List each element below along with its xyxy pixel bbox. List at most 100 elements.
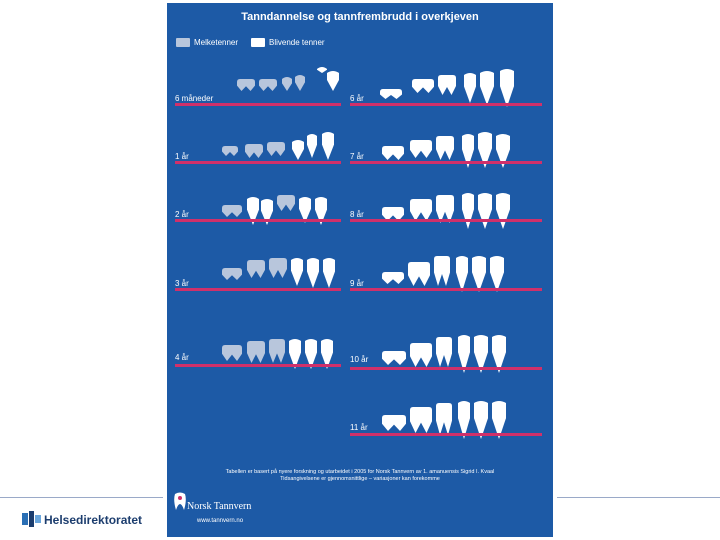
age-label-6-years: 6 år [350,94,364,103]
tooth-shape [382,272,404,284]
age-label-9-years: 9 år [350,279,364,288]
tooth-shape [315,197,327,225]
divider-line-right [557,497,720,498]
teeth-2-years [222,195,327,225]
age-line-4-years [175,364,341,367]
age-line-2-years [175,219,341,222]
age-line-7-years [350,161,542,164]
tooth-shape [321,339,333,369]
teeth-3-years [222,258,335,288]
divider-line-left [0,497,163,498]
age-line-9-years [350,288,542,291]
age-label-4-years: 4 år [175,353,189,362]
tooth-shape [247,260,265,278]
age-line-10-years [350,367,542,370]
tooth-shape [478,132,492,168]
tooth-shape [410,407,432,433]
tooth-shape [478,193,492,229]
tooth-shape [261,199,273,225]
tooth-shape [282,77,292,91]
tooth-shape [269,339,285,363]
tooth-shape [436,136,454,160]
legend-permanent-label: Blivende tenner [269,38,325,47]
age-label-11-years: 11 år [350,423,368,432]
teeth-9-years [382,256,504,292]
age-label-2-years: 2 år [175,210,189,219]
age-label-8-years: 8 år [350,210,364,219]
tooth-shape [434,256,450,286]
tooth-shape [438,75,456,95]
tooth-shape [245,144,263,158]
tooth-logo-icon [174,492,186,510]
tooth-shape [269,258,287,278]
age-label-3-years: 3 år [175,279,189,288]
footer-line-2: Tidsangivelsene er gjennomsnittlige – va… [280,476,440,482]
legend-primary: Melketenner [176,38,238,47]
tooth-shape [222,205,242,217]
poster-footer: Tabellen er basert på nyere forskning og… [175,469,545,483]
tooth-shape [305,339,317,369]
tooth-shape [410,199,432,221]
tooth-shape [291,258,303,286]
tooth-shape [500,69,514,107]
tooth-shape [474,401,488,439]
tooth-shape [410,343,432,367]
tooth-shape [222,146,238,156]
teeth-4-years [222,339,333,369]
tooth-shape [327,71,339,91]
tooth-shape [307,134,317,158]
tooth-shape [382,351,406,365]
brand-website[interactable]: www.tannvern.no [197,518,244,524]
tooth-shape [299,197,311,223]
footer-line-1: Tabellen er basert på nyere forskning og… [225,469,495,475]
tooth-shape [382,415,406,431]
legend-permanent: Blivende tenner [251,38,325,47]
tooth-shape [474,335,488,373]
tooth-shape [380,89,402,99]
tooth-shape [458,335,470,373]
age-label-10-years: 10 år [350,355,369,364]
teeth-1-year [222,132,334,160]
dental-poster: Tanndannelse og tannfrembrudd i overkjev… [167,3,553,537]
teeth-6-years [380,69,514,107]
age-line-1-year [175,161,341,164]
tooth-shape [496,134,510,168]
tooth-shape [382,207,404,221]
tooth-shape [267,142,285,156]
tooth-shape [490,256,504,292]
primary-swatch [176,38,190,47]
tooth-shape [222,345,242,361]
brand-name: Norsk Tannvern [187,501,252,512]
tooth-shape [456,256,468,292]
tooth-shape [259,79,277,91]
poster-title: Tanndannelse og tannfrembrudd i overkjev… [241,11,479,23]
tooth-shape [458,401,470,439]
tooth-shape [462,134,474,168]
tooth-shape [436,403,452,435]
age-line-6-years [350,103,542,106]
tooth-shape [492,401,506,439]
tooth-shape [464,73,476,103]
tooth-shape [472,256,486,292]
tooth-shape [222,268,242,280]
tooth-shape [307,258,319,288]
teeth-11-years [382,401,506,439]
helsedirektoratet-logo-icon [22,511,41,527]
tooth-shape [277,195,295,211]
tooth-shape [496,193,510,229]
tooth-shape [492,335,506,373]
tooth-shape [436,195,454,223]
helsedirektoratet-logo-text: Helsedirektoratet [44,513,143,527]
tooth-shape [480,71,494,105]
age-line-11-years [350,433,542,436]
tooth-shape [247,341,265,363]
tooth-shape [322,132,334,160]
tooth-shape [317,67,327,73]
teeth-6-months [237,67,339,91]
tooth-shape [436,337,452,367]
tooth-shape [408,262,430,286]
tooth-shape [412,79,434,93]
tooth-shape [410,140,432,158]
age-label-6-months: 6 måneder [175,94,214,103]
teeth-10-years [382,335,506,373]
